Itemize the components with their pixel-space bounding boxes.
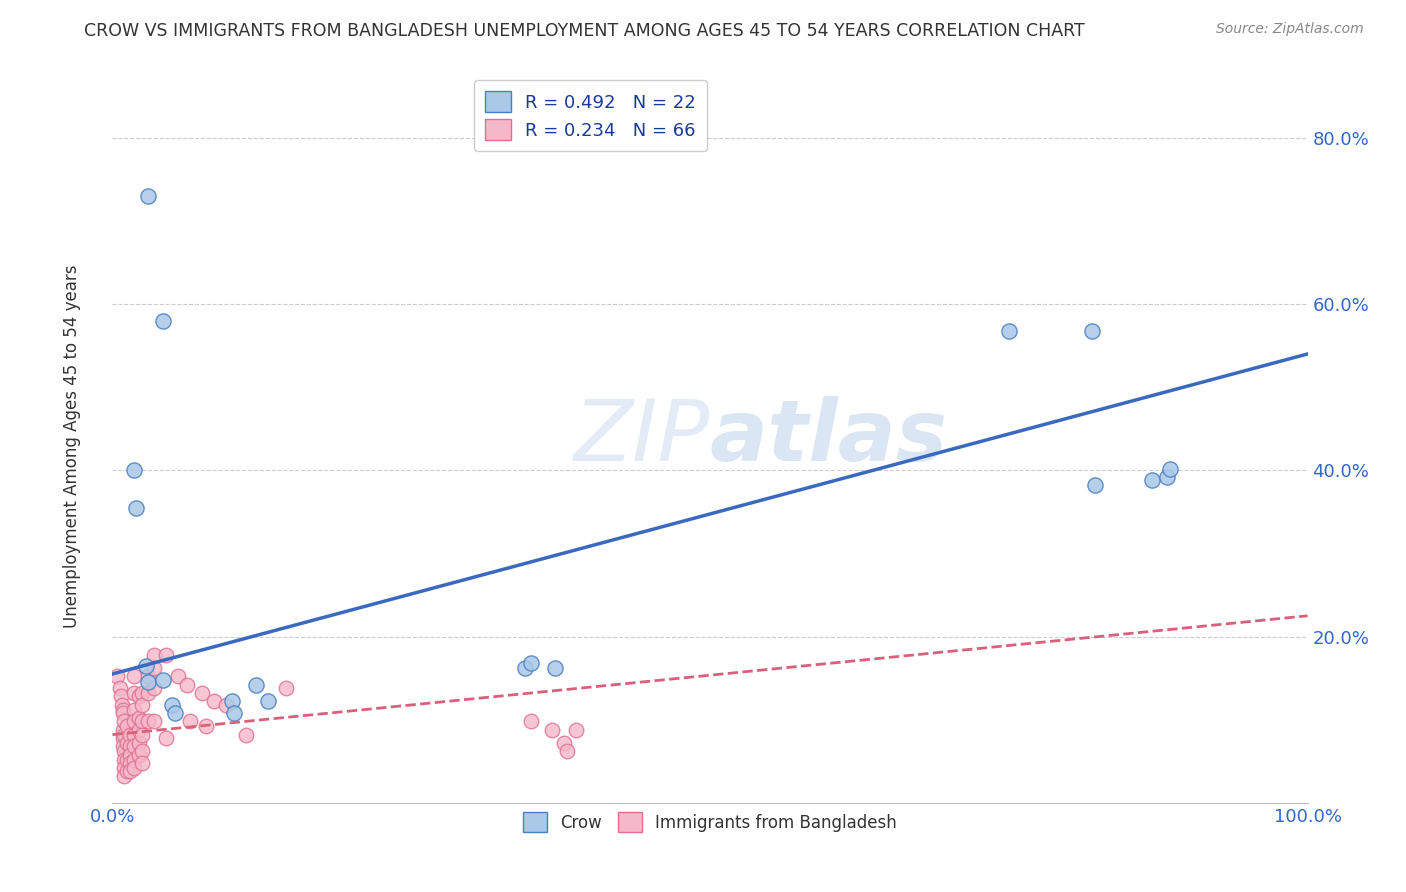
Point: [541, 723, 564, 737]
Point: [162, 698, 183, 712]
Point: [112, 731, 135, 745]
Point: [163, 706, 186, 720]
Point: [179, 714, 201, 729]
Point: [245, 678, 267, 692]
Point: [1159, 461, 1181, 475]
Point: [131, 728, 153, 742]
Point: [128, 711, 150, 725]
Point: [122, 669, 145, 683]
Point: [108, 681, 131, 695]
Point: [215, 698, 238, 712]
Point: [131, 698, 153, 712]
Point: [114, 769, 135, 783]
Point: [120, 739, 142, 754]
Point: [152, 314, 174, 328]
Point: [115, 753, 138, 767]
Point: [143, 648, 166, 662]
Point: [135, 658, 157, 673]
Point: [543, 661, 565, 675]
Point: [122, 739, 145, 754]
Point: [274, 681, 297, 695]
Point: [122, 463, 145, 477]
Point: [122, 728, 145, 742]
Text: ZIP: ZIP: [574, 395, 710, 479]
Point: [202, 694, 225, 708]
Point: [138, 686, 160, 700]
Point: [565, 723, 588, 737]
Point: [224, 706, 246, 720]
Point: [138, 675, 160, 690]
Point: [194, 719, 217, 733]
Point: [120, 756, 142, 770]
Point: [115, 764, 138, 779]
Point: [520, 656, 543, 670]
Point: [105, 669, 128, 683]
Point: [122, 761, 145, 775]
Point: [114, 728, 135, 742]
Point: [155, 648, 177, 662]
Point: [131, 756, 153, 770]
Point: [555, 744, 578, 758]
Point: [138, 669, 160, 683]
Point: [1156, 470, 1178, 484]
Point: [1084, 478, 1107, 492]
Point: [122, 703, 145, 717]
Text: Unemployment Among Ages 45 to 54 years: Unemployment Among Ages 45 to 54 years: [63, 264, 82, 628]
Point: [125, 500, 148, 515]
Point: [520, 714, 543, 729]
Point: [120, 747, 142, 762]
Point: [112, 739, 135, 754]
Point: [112, 706, 135, 720]
Point: [1081, 324, 1104, 338]
Text: Source: ZipAtlas.com: Source: ZipAtlas.com: [1216, 22, 1364, 37]
Point: [138, 714, 160, 729]
Point: [114, 714, 135, 729]
Point: [191, 686, 214, 700]
Point: [122, 714, 145, 729]
Point: [167, 669, 190, 683]
Text: CROW VS IMMIGRANTS FROM BANGLADESH UNEMPLOYMENT AMONG AGES 45 TO 54 YEARS CORREL: CROW VS IMMIGRANTS FROM BANGLADESH UNEMP…: [84, 22, 1085, 40]
Point: [143, 681, 166, 695]
Point: [128, 723, 150, 737]
Point: [131, 686, 153, 700]
Point: [553, 736, 575, 750]
Point: [1142, 473, 1164, 487]
Point: [112, 723, 135, 737]
Point: [128, 736, 150, 750]
Point: [176, 678, 198, 692]
Point: [257, 694, 280, 708]
Point: [122, 686, 145, 700]
Point: [131, 714, 153, 729]
Point: [111, 698, 134, 712]
Point: [221, 694, 243, 708]
Legend: Crow, Immigrants from Bangladesh: Crow, Immigrants from Bangladesh: [516, 805, 904, 838]
Point: [115, 736, 138, 750]
Point: [120, 728, 142, 742]
Point: [114, 761, 135, 775]
Point: [155, 731, 177, 745]
Point: [143, 714, 166, 729]
Point: [143, 661, 166, 675]
Point: [115, 719, 138, 733]
Point: [110, 690, 132, 704]
Point: [128, 690, 150, 704]
Point: [998, 324, 1021, 338]
Text: atlas: atlas: [710, 395, 948, 479]
Point: [120, 764, 142, 779]
Point: [114, 753, 135, 767]
Point: [138, 189, 160, 203]
Point: [152, 673, 174, 687]
Point: [235, 728, 257, 742]
Point: [122, 753, 145, 767]
Point: [128, 747, 150, 762]
Point: [112, 703, 135, 717]
Point: [114, 744, 135, 758]
Point: [513, 661, 536, 675]
Point: [131, 744, 153, 758]
